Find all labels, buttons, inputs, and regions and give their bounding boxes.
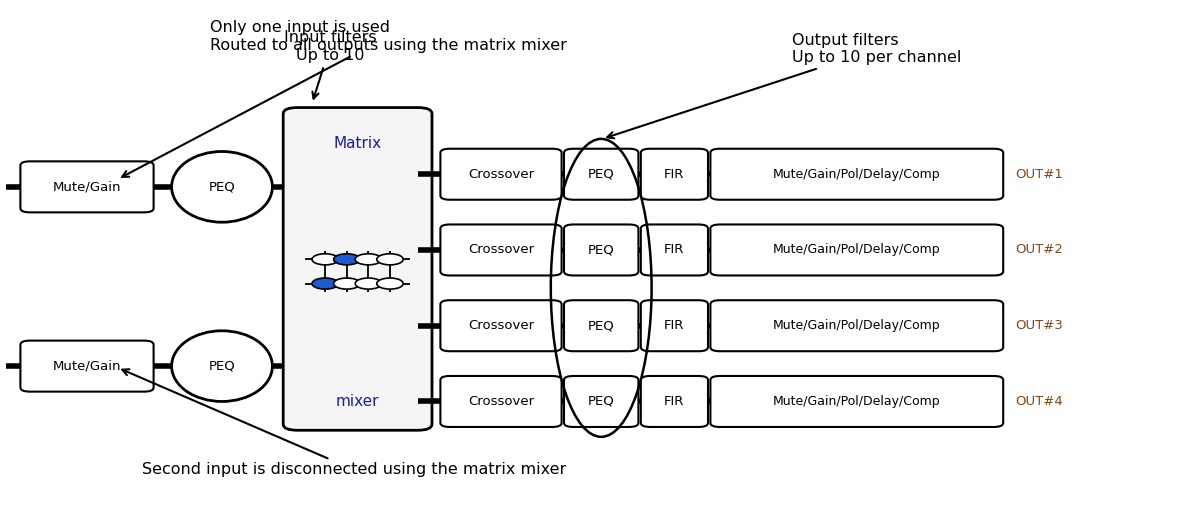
Text: PEQ: PEQ [588, 168, 614, 181]
FancyBboxPatch shape [440, 300, 562, 351]
Text: Crossover: Crossover [468, 168, 534, 181]
Circle shape [334, 254, 360, 265]
Text: Mute/Gain/Pol/Delay/Comp: Mute/Gain/Pol/Delay/Comp [773, 319, 941, 332]
FancyBboxPatch shape [641, 148, 708, 199]
Text: Matrix: Matrix [334, 136, 382, 152]
Circle shape [334, 278, 360, 289]
FancyBboxPatch shape [283, 108, 432, 430]
Text: Mute/Gain/Pol/Delay/Comp: Mute/Gain/Pol/Delay/Comp [773, 395, 941, 408]
Circle shape [377, 254, 403, 265]
Text: Mute/Gain: Mute/Gain [53, 360, 121, 373]
Text: FIR: FIR [665, 395, 684, 408]
Circle shape [312, 254, 338, 265]
Circle shape [355, 278, 382, 289]
Text: Mute/Gain: Mute/Gain [53, 180, 121, 193]
Text: PEQ: PEQ [588, 319, 614, 332]
Ellipse shape [172, 152, 272, 222]
FancyBboxPatch shape [440, 376, 562, 427]
Text: Mute/Gain/Pol/Delay/Comp: Mute/Gain/Pol/Delay/Comp [773, 243, 941, 257]
Text: FIR: FIR [665, 319, 684, 332]
Text: FIR: FIR [665, 243, 684, 257]
Ellipse shape [172, 331, 272, 401]
Text: PEQ: PEQ [588, 395, 614, 408]
FancyBboxPatch shape [20, 340, 154, 392]
Text: Mute/Gain/Pol/Delay/Comp: Mute/Gain/Pol/Delay/Comp [773, 168, 941, 181]
Text: Output filters
Up to 10 per channel: Output filters Up to 10 per channel [607, 33, 961, 138]
Text: Input filters
Up to 10: Input filters Up to 10 [283, 30, 377, 98]
Text: Second input is disconnected using the matrix mixer: Second input is disconnected using the m… [122, 369, 566, 477]
FancyBboxPatch shape [440, 224, 562, 276]
Text: mixer: mixer [336, 394, 379, 409]
FancyBboxPatch shape [710, 300, 1003, 351]
Text: Crossover: Crossover [468, 243, 534, 257]
Text: PEQ: PEQ [209, 360, 235, 373]
FancyBboxPatch shape [641, 376, 708, 427]
FancyBboxPatch shape [440, 148, 562, 199]
FancyBboxPatch shape [641, 300, 708, 351]
Text: OUT#3: OUT#3 [1015, 319, 1063, 332]
FancyBboxPatch shape [710, 148, 1003, 199]
FancyBboxPatch shape [564, 300, 638, 351]
Text: Crossover: Crossover [468, 319, 534, 332]
Circle shape [312, 278, 338, 289]
Circle shape [377, 278, 403, 289]
FancyBboxPatch shape [564, 148, 638, 199]
FancyBboxPatch shape [641, 224, 708, 276]
Text: OUT#1: OUT#1 [1015, 168, 1063, 181]
Text: PEQ: PEQ [209, 180, 235, 193]
Text: Crossover: Crossover [468, 395, 534, 408]
FancyBboxPatch shape [20, 162, 154, 212]
Circle shape [355, 254, 382, 265]
FancyBboxPatch shape [710, 224, 1003, 276]
FancyBboxPatch shape [564, 224, 638, 276]
FancyBboxPatch shape [564, 376, 638, 427]
Text: FIR: FIR [665, 168, 684, 181]
Text: Only one input is used
Routed to all outputs using the matrix mixer: Only one input is used Routed to all out… [122, 20, 566, 177]
Text: OUT#2: OUT#2 [1015, 243, 1063, 257]
Text: PEQ: PEQ [588, 243, 614, 257]
FancyBboxPatch shape [710, 376, 1003, 427]
Text: OUT#4: OUT#4 [1015, 395, 1063, 408]
